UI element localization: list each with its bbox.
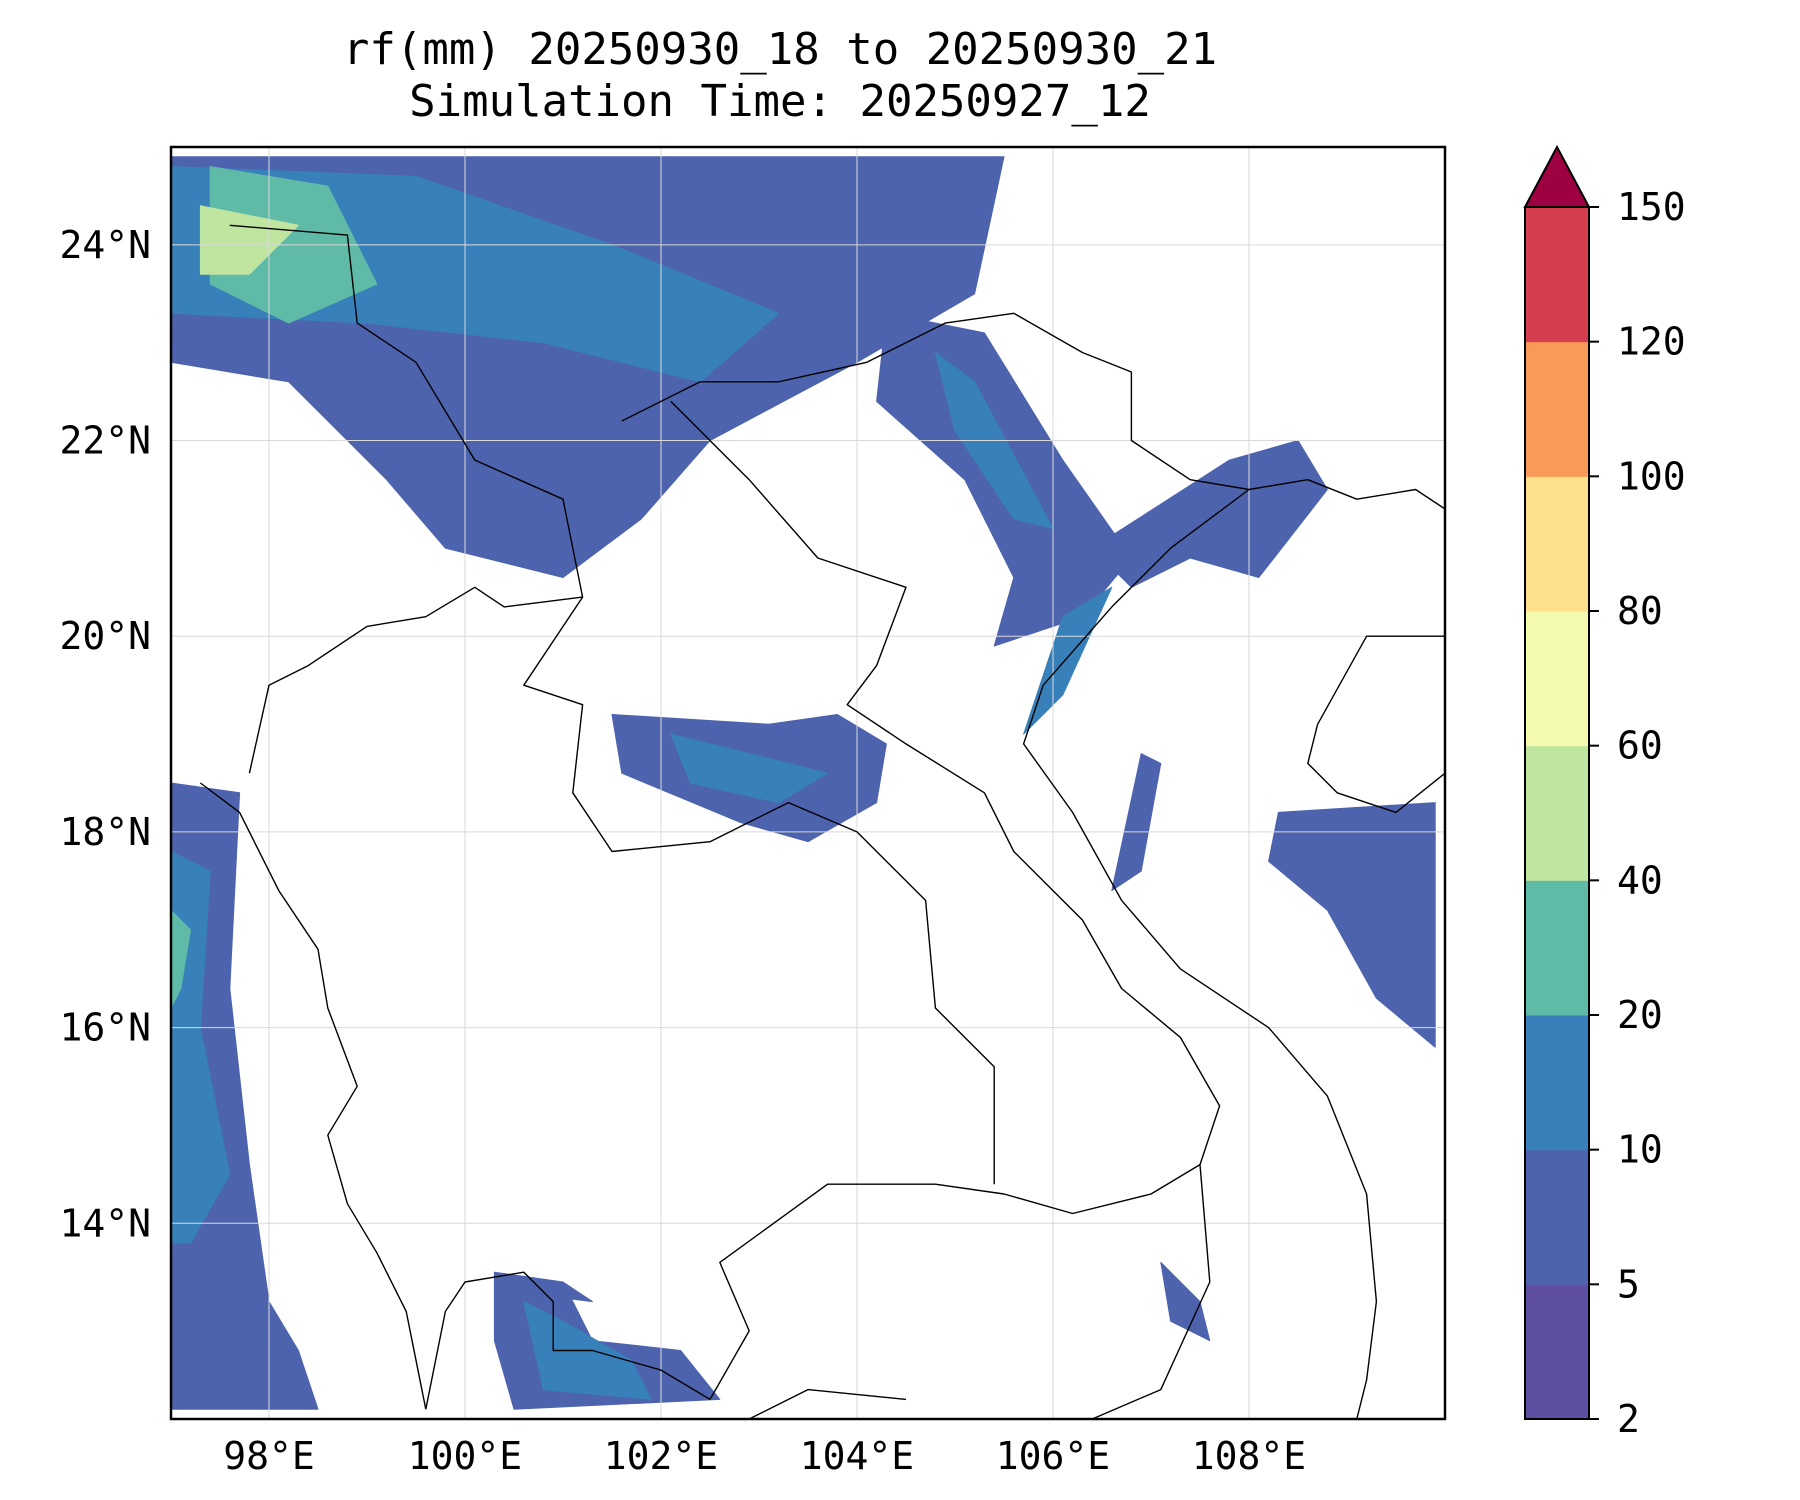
cambodia-coast [748,1388,907,1419]
colorbar-segment [1525,1149,1589,1285]
map-frame [169,145,1447,1421]
colorbar-segment [1525,745,1589,881]
lon-tick-label: 102°E [604,1434,718,1478]
lat-tick-label: 16°N [59,1006,151,1050]
colorbar-tick-label: 20 [1617,993,1663,1037]
gridlines [171,147,1445,1419]
thailand-cambodia-border [709,1163,1201,1400]
colorbar-segment [1525,611,1589,747]
colorbar-tick-label: 5 [1617,1262,1640,1306]
chart-subtitle: Simulation Time: 20250927_12 [409,76,1151,127]
colorbar-tick-label: 40 [1617,858,1663,902]
colorbar-segment [1525,1284,1589,1420]
rain-area-gulf-north [1091,440,1328,588]
myanmar-thailand-border [199,782,427,1410]
colorbar-frame [1524,206,1590,1420]
colorbar: 2 5 10 20 40 60 80 100 120 150 [1523,144,1686,1441]
vietnam-coast [1022,488,1378,1419]
colorbar-extend-arrow [1523,144,1591,208]
lon-tick-label: 100°E [408,1434,522,1478]
hainan-coast [1307,635,1445,814]
colorbar-segment [1525,1015,1589,1151]
rainfall-layer [171,156,1436,1410]
rain-area-coast-strip [1023,586,1113,735]
colorbar-tick-label: 2 [1617,1397,1640,1441]
thailand-gulf-coast [425,1271,711,1410]
lon-tick-label: 98°E [223,1434,315,1478]
rain-area-myanmar-coast-peak [171,909,192,1009]
colorbar-tick-label: 100 [1617,454,1686,498]
map-axes: 98°E 100°E 102°E 104°E 106°E 108°E 24°N 22°N 20°… [59,223,1306,1478]
colorbar-segment [1525,207,1589,343]
colorbar-segment [1525,880,1589,1016]
rain-area-north-west-peak [199,205,299,275]
lat-tick-label: 22°N [59,419,151,463]
lat-tick-label: 14°N [59,1201,151,1245]
colorbar-segment [1525,476,1589,612]
lon-tick-label: 108°E [1192,1434,1306,1478]
colorbar-tick-label: 60 [1617,724,1663,768]
cambodia-vietnam-border [1091,1164,1211,1419]
country-borders [199,224,1445,1419]
colorbar-tick-label: 10 [1617,1128,1663,1172]
lat-tick-label: 20°N [59,614,151,658]
myanmar-laos-china-border [229,224,584,774]
rain-area-east-sea-patches [1268,802,1436,1048]
lon-tick-label: 106°E [996,1434,1110,1478]
rain-area-south-east-patch [1160,1261,1211,1342]
laos-vietnam-border [670,400,1221,1165]
lat-tick-label: 24°N [59,223,151,267]
thailand-laos-border [523,596,995,1185]
colorbar-tick-label: 150 [1617,185,1686,229]
rain-area-gulf-west-strip [1111,753,1162,892]
lon-tick-label: 104°E [800,1434,914,1478]
colorbar-tick-label: 120 [1617,320,1686,364]
lat-tick-label: 18°N [59,810,151,854]
rain-area-central-laos-core [670,733,829,804]
china-coast [1248,479,1445,510]
colorbar-tick-label: 80 [1617,589,1663,633]
chart-title: rf(mm) 20250930_18 to 20250930_21 [342,24,1218,75]
china-vietnam-border [621,312,1250,491]
colorbar-segment [1525,341,1589,477]
